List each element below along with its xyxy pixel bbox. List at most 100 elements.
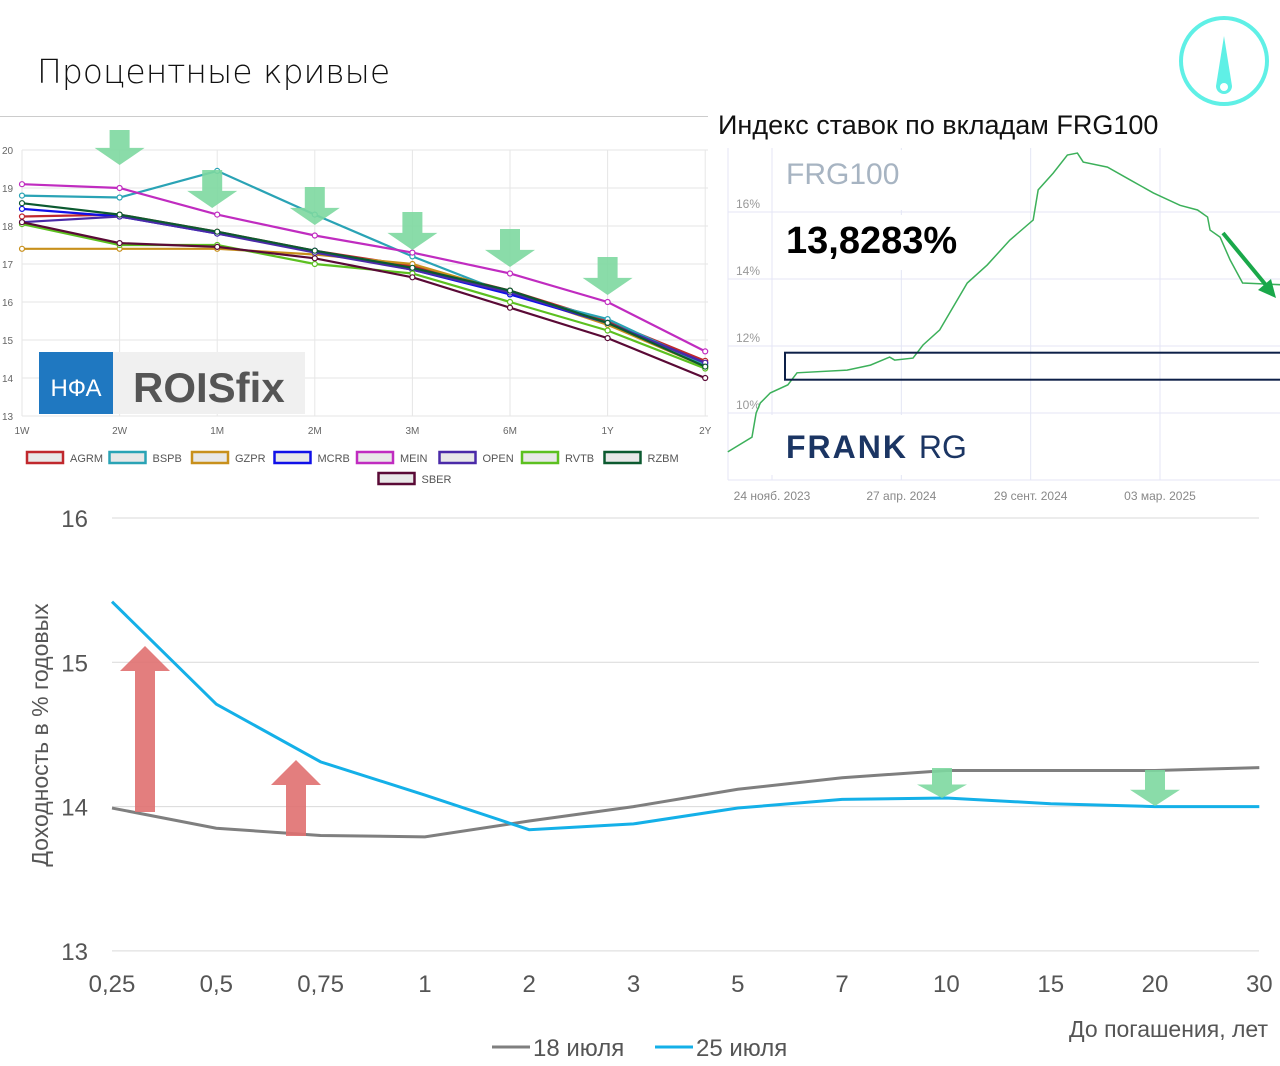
- y-tick-label: 12%: [736, 331, 760, 345]
- legend-swatch-AGRM: [25, 450, 65, 465]
- x-tick-label: 20: [1142, 971, 1169, 998]
- down-arrow-icon: [387, 212, 438, 250]
- down-arrow-icon: [187, 170, 238, 208]
- data-point-RZBM: [311, 247, 318, 254]
- x-tick-label: 2M: [308, 426, 322, 437]
- data-point-SBER: [311, 255, 318, 262]
- series-line-RZBM: [21, 202, 706, 368]
- y-tick-label: 15: [61, 650, 88, 677]
- roisfix-logo: [113, 352, 305, 414]
- y-tick-label: 14: [61, 795, 88, 822]
- legend-label: OPEN: [483, 453, 514, 465]
- x-tick-label: 10: [933, 971, 960, 998]
- series-line: [110, 600, 1260, 832]
- x-tick-label: 2Y: [699, 426, 712, 437]
- legend-label: AGRM: [70, 453, 103, 465]
- data-point-MEIN: [409, 249, 416, 256]
- up-arrow-icon: [120, 646, 170, 812]
- legend-label: 25 июля: [696, 1035, 787, 1062]
- y-tick-label: 15: [2, 336, 14, 347]
- legend-swatch-MCRB: [273, 450, 312, 465]
- data-point-BSPB: [18, 192, 26, 199]
- title-divider: [0, 116, 708, 117]
- down-arrow-icon: [485, 229, 535, 267]
- series-line-MEIN: [21, 183, 706, 353]
- x-tick-label: 7: [835, 971, 848, 998]
- x-tick-label: 0,25: [89, 971, 136, 998]
- data-point-SBER: [506, 304, 514, 311]
- x-tick-label: 29 сент. 2024: [994, 489, 1068, 503]
- data-point-MEIN: [18, 181, 26, 188]
- data-point-MEIN: [702, 348, 709, 355]
- legend-label: GZPR: [235, 453, 266, 465]
- legend-swatch-RVTB: [520, 450, 560, 465]
- x-tick-label: 30: [1246, 971, 1273, 998]
- data-point-SBER: [409, 274, 416, 281]
- trend-arrow-head-icon: [1258, 279, 1276, 298]
- y-tick-label: 10%: [736, 398, 760, 412]
- data-point-RZBM: [116, 211, 123, 218]
- data-point-RZBM: [604, 319, 611, 326]
- data-point-SBER: [116, 239, 123, 247]
- legend-swatch-MEIN: [355, 450, 395, 465]
- down-arrow-icon: [1130, 770, 1180, 806]
- y-tick-label: 16%: [736, 197, 760, 211]
- trend-arrow-icon: [1221, 231, 1272, 292]
- data-point-RZBM: [506, 287, 514, 294]
- y-tick-label: 16: [2, 298, 14, 309]
- legend-label: BSPB: [153, 453, 182, 465]
- legend-swatch-BSPB: [108, 450, 147, 465]
- data-point-RVTB: [506, 298, 514, 306]
- current-value: 13,8283%: [786, 220, 957, 262]
- data-point-GZPR: [18, 245, 26, 252]
- x-tick-label: 5: [731, 971, 744, 998]
- data-point-SBER: [18, 219, 26, 226]
- x-tick-label: 24 нояб. 2023: [734, 489, 811, 503]
- nfa-logo-text: НФА: [50, 375, 101, 402]
- frg100-line: [727, 152, 1280, 453]
- series-line-SBER: [21, 221, 706, 380]
- y-tick-label: 20: [2, 146, 14, 157]
- yield-curve-chart: 13 14 15 16 0,25 0,5 0,75 1 2 3 5 7 10 15 20 30 Доходнос…: [27, 506, 1273, 1062]
- data-point-MCRB: [18, 205, 26, 213]
- highlight-band: [784, 351, 1280, 381]
- x-axis-label: До погашения, лет: [1069, 1016, 1268, 1042]
- x-tick-label: 2: [523, 971, 536, 998]
- x-tick-label: 3M: [405, 426, 419, 437]
- roisfix-chart: 13 14 15 16 17 18 19 20 1W 2W 1M 2M 3M 6M 1Y 2Y НФА ROISf…: [2, 130, 712, 486]
- frank-rg-logo: FRANK RG: [786, 429, 967, 465]
- index-name: FRG100: [786, 158, 899, 191]
- data-point-RVTB: [604, 327, 611, 334]
- data-point-RZBM: [409, 264, 416, 271]
- nfa-logo: [39, 352, 113, 414]
- data-point-RZBM: [214, 228, 221, 235]
- data-point-MEIN: [214, 211, 221, 218]
- page-title: Процентные кривые: [37, 52, 391, 91]
- down-arrow-icon: [917, 768, 967, 798]
- x-tick-label: 1: [418, 971, 431, 998]
- legend-label: SBER: [422, 474, 452, 486]
- label-bg: [760, 415, 990, 475]
- legend-swatch-RZBM: [603, 450, 642, 465]
- data-point-SBER: [214, 243, 221, 251]
- x-tick-label: 27 апр. 2024: [866, 489, 936, 503]
- legend-label: MCRB: [318, 453, 350, 465]
- y-tick-label: 19: [2, 184, 14, 195]
- frg100-chart: 10% 12% 14% 16% 24 нояб. 2023 27 апр. 2024 29 …: [727, 148, 1280, 503]
- roisfix-logo-text: ROISfix: [133, 364, 285, 411]
- data-point-AGRM: [18, 213, 26, 220]
- series-line-RVTB: [21, 223, 706, 370]
- legend-swatch-GZPR: [190, 450, 230, 465]
- y-tick-label: 13: [61, 939, 88, 966]
- y-tick-label: 16: [61, 506, 88, 533]
- data-point-RVTB: [311, 260, 318, 268]
- y-tick-label: 18: [2, 222, 14, 233]
- x-tick-label: 1M: [210, 426, 224, 437]
- data-point-MEIN: [506, 270, 514, 277]
- label-bg: [775, 150, 965, 210]
- x-tick-label: 3: [627, 971, 640, 998]
- x-tick-label: 1Y: [601, 426, 614, 437]
- x-tick-label: 0,5: [200, 971, 233, 998]
- data-point-RZBM: [702, 363, 709, 370]
- data-point-RZBM: [18, 200, 26, 207]
